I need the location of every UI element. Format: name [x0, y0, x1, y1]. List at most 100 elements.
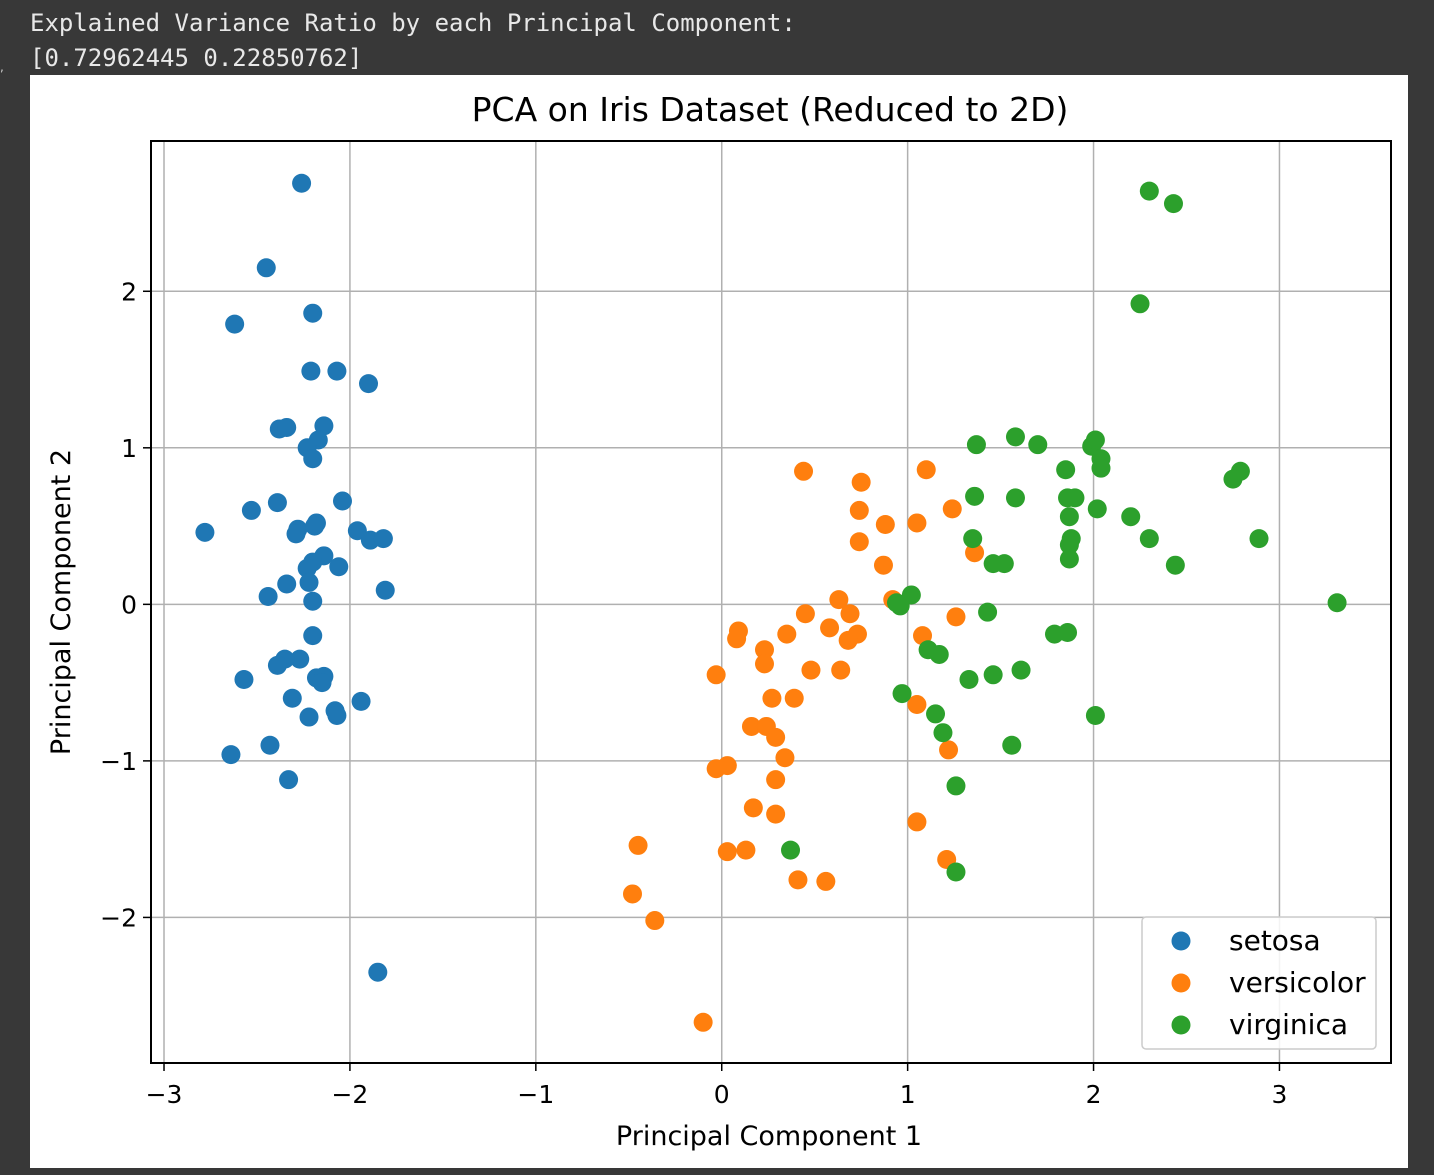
- setosa-point: [297, 558, 317, 578]
- setosa-point: [312, 673, 332, 693]
- legend-marker-virginica: [1171, 1015, 1191, 1035]
- figure-canvas: PCA on Iris Dataset (Reduced to 2D) −3 −2…: [30, 75, 1408, 1168]
- pca-scatter-plot: PCA on Iris Dataset (Reduced to 2D) −3 −2…: [46, 90, 1392, 1152]
- setosa-point: [301, 361, 321, 381]
- series-versicolor: [622, 460, 985, 1032]
- setosa-point: [303, 626, 323, 646]
- y-tick-label: −1: [100, 747, 137, 776]
- versicolor-point: [829, 590, 849, 610]
- virginica-point: [929, 644, 949, 664]
- virginica-point: [1165, 555, 1185, 575]
- virginica-point: [1085, 705, 1105, 725]
- versicolor-point: [717, 756, 737, 776]
- x-tick-label: 3: [1272, 1080, 1288, 1109]
- virginica-point: [926, 704, 946, 724]
- versicolor-point: [838, 630, 858, 650]
- virginica-point: [1005, 427, 1025, 447]
- versicolor-point: [788, 870, 808, 890]
- series-virginica: [781, 181, 1347, 882]
- virginica-point: [1065, 488, 1085, 508]
- x-tick-label: −3: [146, 1080, 183, 1109]
- versicolor-point: [741, 716, 761, 736]
- legend-box: [1141, 916, 1377, 1050]
- virginica-point: [946, 776, 966, 796]
- virginica-point: [994, 554, 1014, 574]
- x-tick-label: 0: [714, 1080, 730, 1109]
- versicolor-point: [965, 543, 985, 563]
- y-tick-label: 2: [121, 277, 137, 306]
- virginica-point: [1139, 181, 1159, 201]
- virginica-point: [1139, 529, 1159, 549]
- setosa-point: [327, 705, 347, 725]
- setosa-point: [290, 649, 310, 669]
- versicolor-point: [706, 665, 726, 685]
- y-tick-label: 1: [121, 434, 137, 463]
- setosa-point: [221, 745, 241, 765]
- legend-label-versicolor: versicolor: [1229, 966, 1366, 999]
- virginica-point: [978, 602, 998, 622]
- setosa-point: [359, 374, 379, 394]
- y-axis-title: Principal Component 2: [46, 449, 77, 755]
- virginica-point: [965, 486, 985, 506]
- virginica-point: [1121, 507, 1141, 527]
- versicolor-point: [736, 840, 756, 860]
- virginica-point: [1091, 458, 1111, 478]
- virginica-point: [1056, 460, 1076, 480]
- setosa-point: [267, 655, 287, 675]
- versicolor-point: [875, 515, 895, 535]
- versicolor-point: [942, 499, 962, 519]
- versicolor-point: [777, 624, 797, 644]
- setosa-point: [327, 361, 347, 381]
- versicolor-point: [916, 460, 936, 480]
- versicolor-point: [775, 748, 795, 768]
- versicolor-point: [907, 513, 927, 533]
- variance-ratio-values: [0.72962445 0.22850762]: [30, 44, 363, 72]
- versicolor-point: [645, 911, 665, 931]
- setosa-point: [267, 493, 287, 513]
- y-axis-ticks: −2 −1 0 1 2: [100, 277, 151, 932]
- setosa-point: [351, 691, 371, 711]
- x-tick-label: −1: [517, 1080, 554, 1109]
- versicolor-point: [754, 654, 774, 674]
- virginica-point: [1130, 294, 1150, 314]
- x-axis-ticks: −3 −2 −1 0 1 2 3: [146, 1063, 1288, 1109]
- legend-label-setosa: setosa: [1229, 924, 1321, 957]
- virginica-point: [966, 435, 986, 455]
- versicolor-point: [743, 798, 763, 818]
- versicolor-point: [907, 812, 927, 832]
- virginica-point: [959, 669, 979, 689]
- x-axis-title: Principal Component 1: [616, 1121, 922, 1152]
- versicolor-point: [766, 804, 786, 824]
- legend-marker-setosa: [1171, 931, 1191, 951]
- versicolor-point: [795, 604, 815, 624]
- virginica-point: [983, 665, 1003, 685]
- setosa-point: [332, 491, 352, 511]
- virginica-point: [1059, 507, 1079, 527]
- versicolor-point: [849, 500, 869, 520]
- setosa-point: [299, 572, 319, 592]
- versicolor-point: [831, 660, 851, 680]
- setosa-point: [225, 314, 245, 334]
- versicolor-point: [784, 688, 804, 708]
- virginica-point: [1223, 469, 1243, 489]
- versicolor-point: [693, 1012, 713, 1032]
- virginica-point: [946, 862, 966, 882]
- chart-title: PCA on Iris Dataset (Reduced to 2D): [472, 90, 1069, 129]
- setosa-point: [368, 962, 388, 982]
- setosa-point: [279, 770, 299, 790]
- x-tick-label: 1: [900, 1080, 916, 1109]
- virginica-point: [1087, 499, 1107, 519]
- versicolor-point: [762, 688, 782, 708]
- variance-ratio-heading: Explained Variance Ratio by each Princip…: [30, 9, 796, 37]
- versicolor-point: [801, 660, 821, 680]
- virginica-point: [1249, 529, 1269, 549]
- versicolor-point: [816, 871, 836, 891]
- versicolor-point: [622, 884, 642, 904]
- output-gutter-marker: ,: [0, 60, 4, 74]
- virginica-point: [1327, 593, 1347, 613]
- setosa-point: [282, 688, 302, 708]
- setosa-point: [260, 735, 280, 755]
- virginica-point: [1058, 623, 1078, 643]
- versicolor-point: [717, 842, 737, 862]
- versicolor-point: [766, 727, 786, 747]
